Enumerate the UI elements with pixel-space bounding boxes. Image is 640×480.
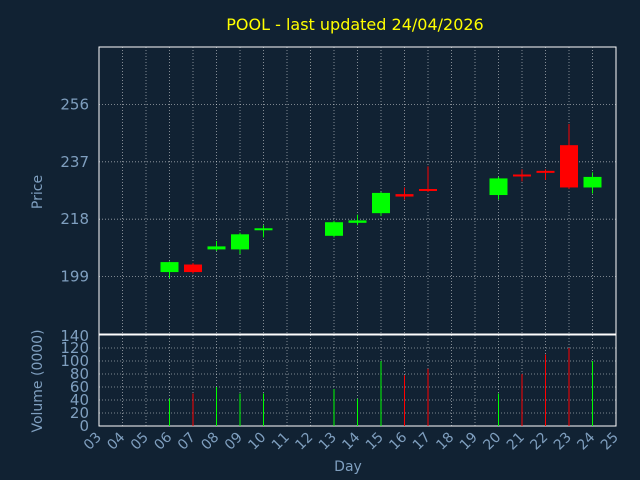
- candle-body: [184, 264, 202, 273]
- x-tick-label: 04: [104, 429, 128, 453]
- candle-body: [348, 220, 367, 223]
- volume-tick-label: 100: [60, 352, 89, 370]
- candle-body: [419, 188, 437, 191]
- x-tick-label: 21: [504, 430, 528, 454]
- price-tick-label: 199: [60, 268, 89, 286]
- chart-title: POOL - last updated 24/04/2026: [226, 15, 483, 34]
- x-tick-label: 13: [316, 430, 340, 454]
- candle-body: [160, 262, 179, 273]
- candle-body: [583, 176, 602, 188]
- candle-body: [395, 194, 414, 197]
- x-tick-label: 15: [363, 430, 387, 454]
- price-tick-label: 218: [60, 210, 89, 228]
- x-tick-label: 23: [551, 430, 575, 454]
- price-axis-label: Price: [30, 175, 46, 209]
- price-tick-label: 256: [60, 95, 89, 113]
- candle-body: [536, 170, 555, 173]
- x-tick-label: 14: [339, 429, 363, 453]
- volume-tick-label: 120: [60, 339, 89, 357]
- volume-tick-label: 20: [70, 404, 89, 422]
- x-tick-label: 20: [480, 430, 504, 454]
- x-tick-label: 12: [292, 430, 316, 454]
- x-tick-label: 07: [175, 430, 199, 454]
- volume-tick-label: 60: [70, 378, 89, 396]
- candle-body: [489, 178, 508, 196]
- volume-tick-label: 0: [79, 417, 89, 435]
- x-tick-label: 25: [598, 430, 622, 454]
- x-tick-label: 11: [269, 430, 293, 454]
- x-tick-label: 16: [386, 429, 410, 453]
- volume-tick-label: 80: [70, 365, 89, 383]
- x-tick-label: 24: [574, 429, 598, 453]
- candle-body: [560, 145, 578, 188]
- x-tick-label: 10: [245, 430, 269, 454]
- x-tick-label: 06: [151, 429, 175, 453]
- x-tick-label: 17: [410, 430, 434, 454]
- x-tick-label: 18: [433, 430, 457, 454]
- x-tick-label: 08: [198, 430, 222, 454]
- x-tick-label: 19: [457, 430, 481, 454]
- candle-body: [325, 222, 343, 236]
- candle-body: [513, 174, 531, 177]
- candle-body: [254, 228, 273, 231]
- volume-tick-label: 40: [70, 391, 89, 409]
- candle-body: [207, 246, 226, 250]
- x-tick-label: 22: [527, 430, 551, 454]
- candle-body: [231, 234, 249, 250]
- volume-tick-label: 140: [60, 327, 89, 345]
- x-axis-label: Day: [334, 459, 362, 475]
- x-tick-label: 05: [128, 430, 152, 454]
- price-tick-label: 237: [60, 153, 89, 171]
- candle-body: [372, 192, 390, 214]
- volume-axis-label: Volume (0000): [30, 329, 46, 432]
- x-tick-label: 09: [222, 430, 246, 454]
